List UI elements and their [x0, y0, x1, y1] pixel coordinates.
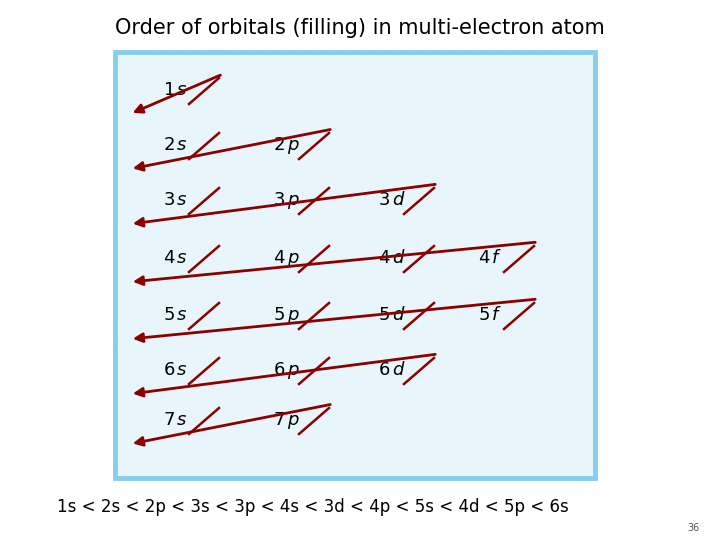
Text: 6: 6 — [274, 361, 285, 379]
Text: 2: 2 — [274, 136, 285, 154]
Text: 4: 4 — [274, 249, 285, 267]
Text: 1s < 2s < 2p < 3s < 3p < 4s < 3d < 4p < 5s < 4d < 5p < 6s: 1s < 2s < 2p < 3s < 3p < 4s < 3d < 4p < … — [57, 498, 569, 516]
Text: 36: 36 — [688, 523, 700, 533]
Text: s: s — [177, 249, 186, 267]
Text: 6: 6 — [163, 361, 175, 379]
Text: 5: 5 — [379, 306, 390, 324]
Text: p: p — [287, 361, 298, 379]
Text: 3: 3 — [274, 191, 285, 209]
Text: 5: 5 — [163, 306, 175, 324]
Text: 5: 5 — [479, 306, 490, 324]
Text: p: p — [287, 136, 298, 154]
Text: s: s — [177, 136, 186, 154]
Text: 3: 3 — [379, 191, 390, 209]
Bar — [115, 52, 595, 478]
Text: 6: 6 — [379, 361, 390, 379]
Text: 2: 2 — [163, 136, 175, 154]
Text: p: p — [287, 249, 298, 267]
Text: s: s — [177, 191, 186, 209]
Text: d: d — [392, 191, 403, 209]
Text: s: s — [177, 361, 186, 379]
Text: 4: 4 — [379, 249, 390, 267]
Text: d: d — [392, 306, 403, 324]
Text: p: p — [287, 191, 298, 209]
Text: 5: 5 — [274, 306, 285, 324]
Text: 1: 1 — [163, 81, 175, 99]
Text: 7: 7 — [163, 411, 175, 429]
Text: s: s — [177, 81, 186, 99]
Text: s: s — [177, 306, 186, 324]
Text: Order of orbitals (filling) in multi-electron atom: Order of orbitals (filling) in multi-ele… — [115, 18, 605, 38]
Text: f: f — [492, 306, 498, 324]
Text: d: d — [392, 249, 403, 267]
Text: s: s — [177, 411, 186, 429]
Text: 4: 4 — [163, 249, 175, 267]
Text: p: p — [287, 306, 298, 324]
Text: f: f — [492, 249, 498, 267]
Text: p: p — [287, 411, 298, 429]
Text: 3: 3 — [163, 191, 175, 209]
Text: d: d — [392, 361, 403, 379]
Text: 4: 4 — [479, 249, 490, 267]
Text: 7: 7 — [274, 411, 285, 429]
